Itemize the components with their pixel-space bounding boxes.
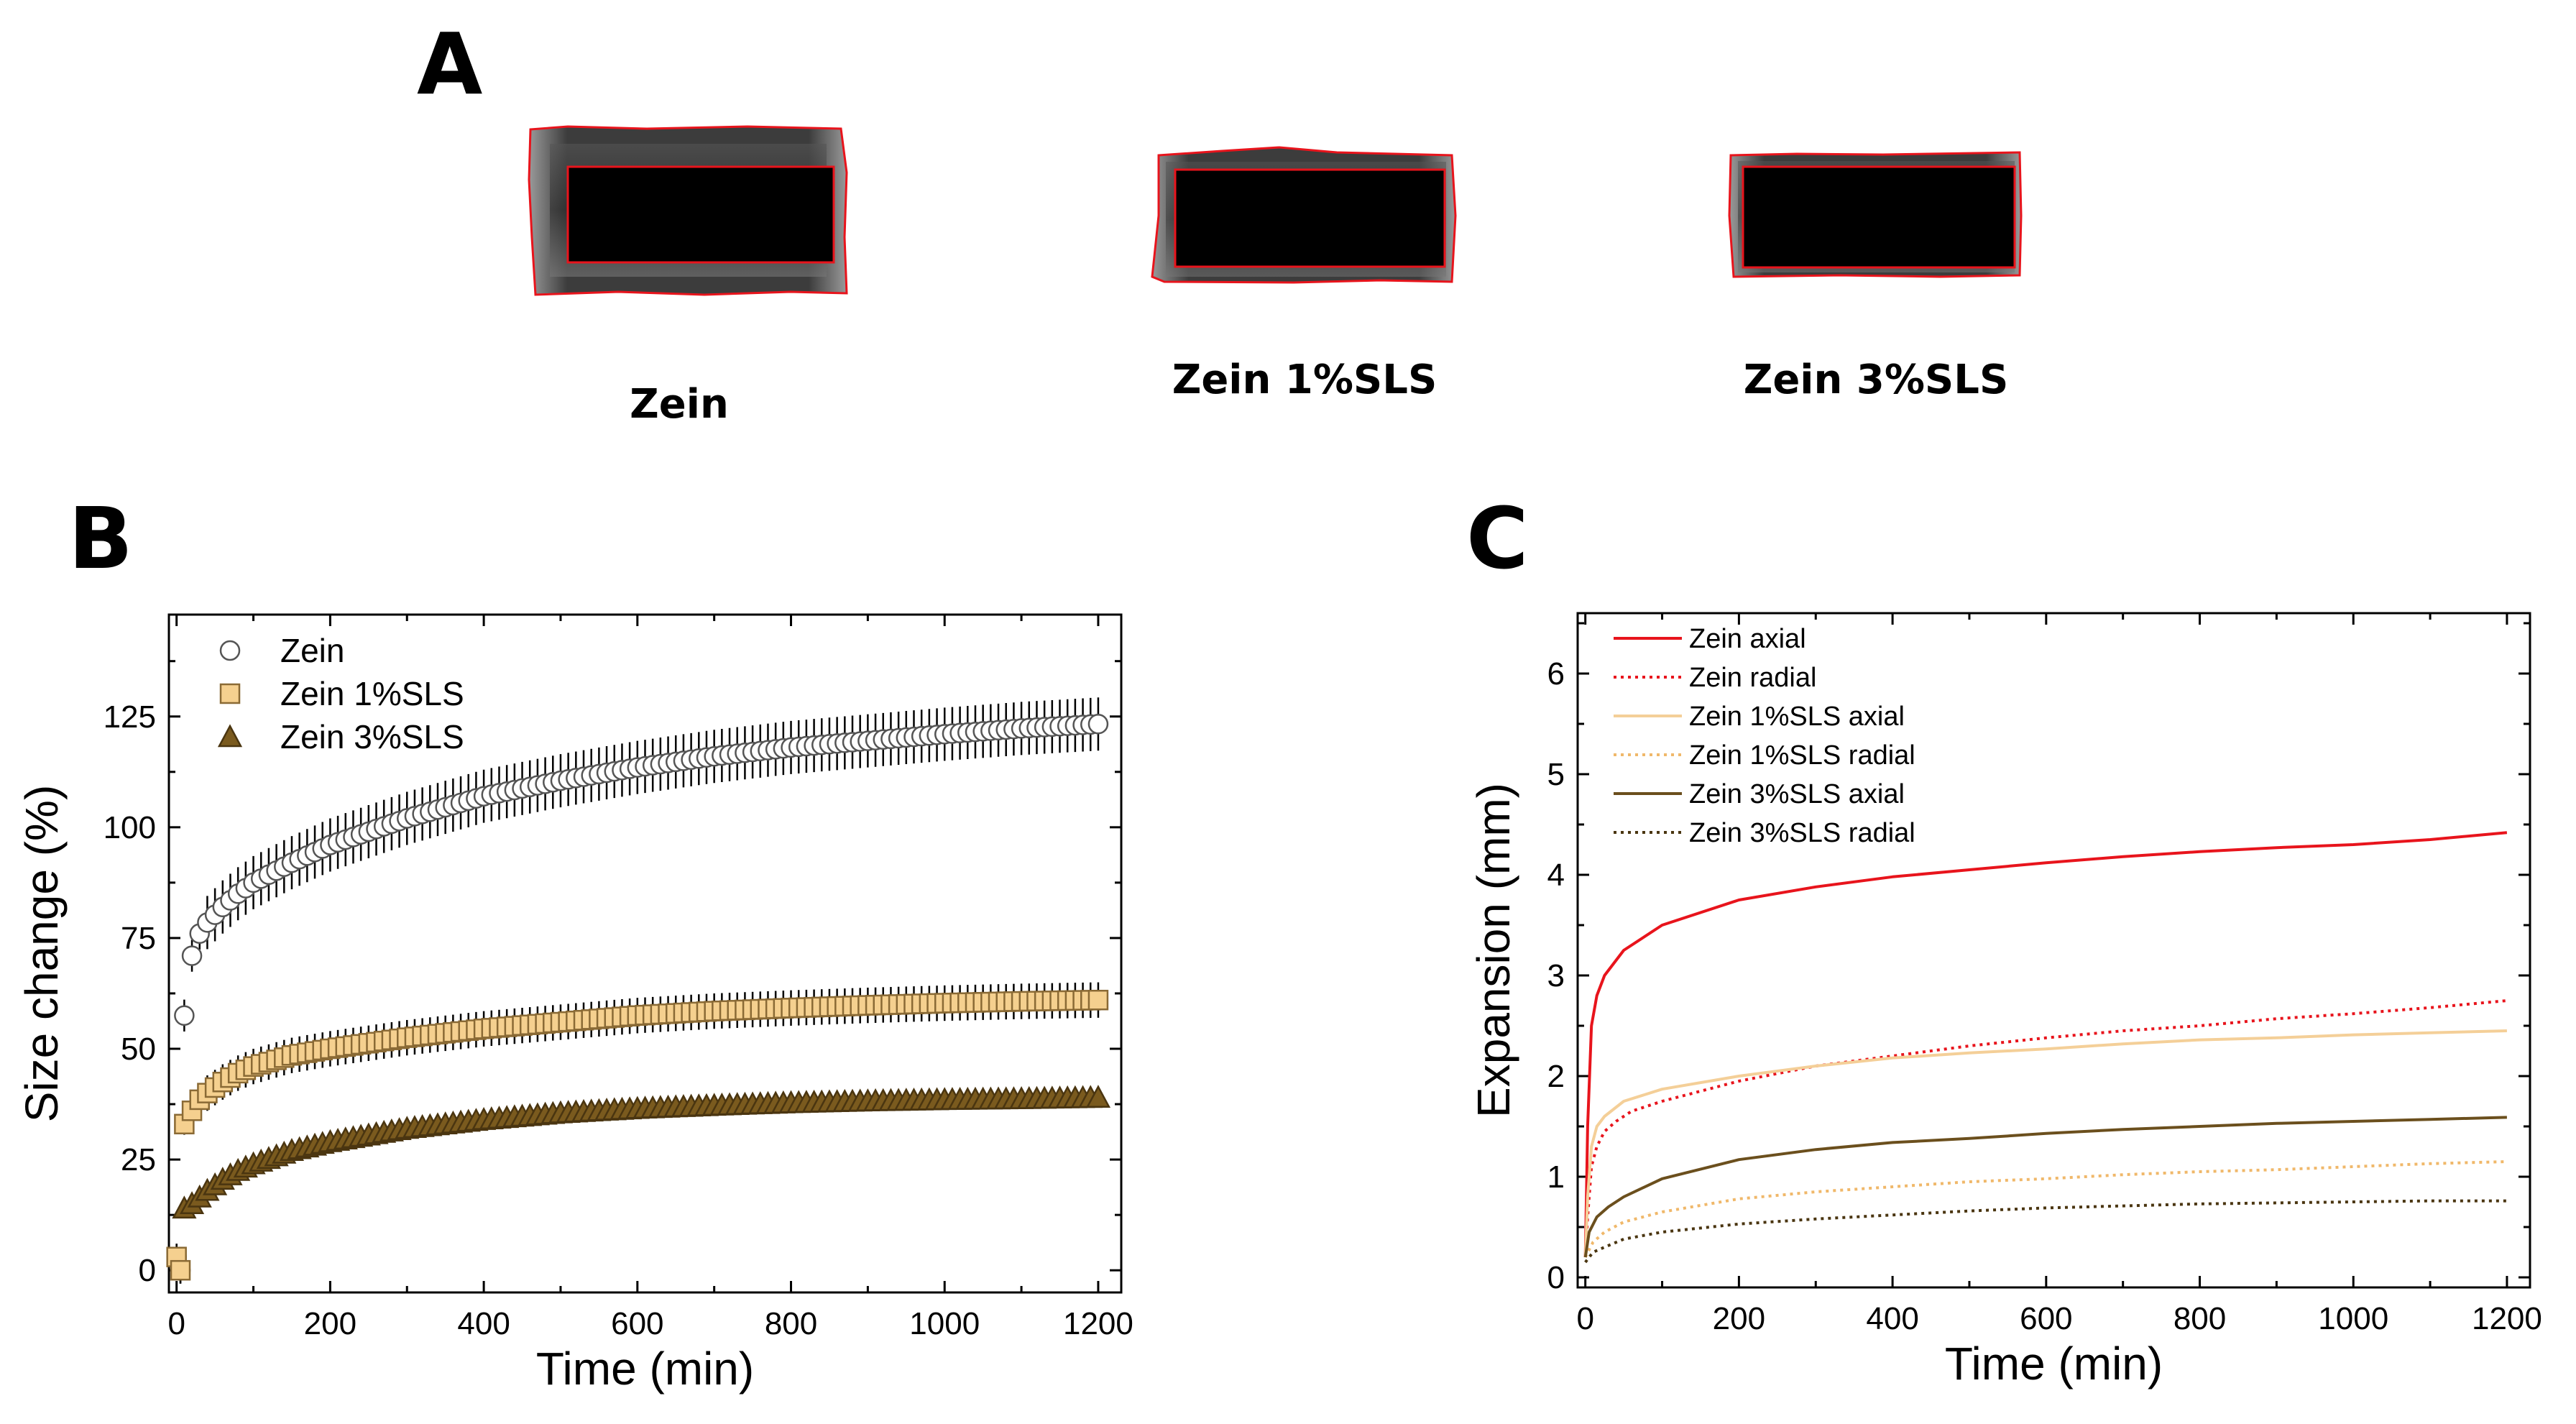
y-axis-label: Expansion (mm) [1468,783,1519,1118]
panel-label-c: C [1466,489,1529,588]
y-tick-label: 25 [121,1142,156,1177]
sample-label-zein: Zein [630,381,729,428]
chart-b-size-change: 0 200 400 600 800 1000 1200 0 25 50 75 100 125 Time (… [16,613,1133,1395]
y-axis-label: Size change (%) [16,785,68,1123]
legend-label: Zein 3%SLS [280,718,464,755]
legend-label: Zein 1%SLS [280,675,464,712]
x-tick-label: 1200 [2472,1301,2542,1336]
legend-label: Zein axial [1689,624,1806,654]
series-line-zein-axial [1583,831,2508,1258]
x-tick-label: 800 [2174,1301,2226,1336]
legend-b: Zein Zein 1%SLS Zein 3%SLS [217,632,464,755]
x-axis-label: Time (min) [536,1343,754,1395]
data-point [1085,1085,1111,1108]
x-tick-label: 400 [1866,1301,1918,1336]
y-tick-label: 0 [139,1253,156,1288]
chart-c-expansion: 0 200 400 600 800 1000 1200 0 1 2 3 4 5 6 Time (min) Ex… [1468,612,2542,1389]
legend-marker [217,724,243,748]
x-tick-label: 1200 [1063,1306,1133,1341]
legend-label: Zein 3%SLS radial [1689,818,1915,848]
sample-image-zein-1sls [1151,146,1457,284]
y-tick-label: 4 [1547,858,1565,893]
series-zein [166,697,1109,1284]
panel-a-sample-images [528,125,2023,296]
data-point [174,1005,195,1026]
sample-image-zein [528,125,848,296]
data-point [1087,989,1109,1011]
y-tick-label: 125 [104,699,156,735]
series-line-zein-1-sls-axial [1583,1029,2507,1258]
legend-label: Zein [280,632,344,669]
y-tick-label: 75 [121,921,156,956]
sample-label-zein-3sls: Zein 3%SLS [1743,357,2009,403]
x-tick-label: 1000 [909,1306,980,1341]
sample-image-zein-3sls [1728,151,2023,278]
x-tick-label: 400 [457,1306,510,1341]
legend-marker [219,683,241,704]
y-tick-label: 5 [1547,757,1565,792]
series-zein-1-sls [166,982,1109,1284]
series-line-zein-radial [1583,999,2508,1258]
x-tick-label: 1000 [2318,1301,2388,1336]
legend-label: Zein 1%SLS radial [1689,740,1915,771]
y-tick-label: 6 [1547,656,1565,692]
legend-marker [219,640,241,661]
x-tick-label: 600 [2020,1301,2072,1336]
data-point [181,945,203,966]
legend-label: Zein 1%SLS axial [1689,702,1905,732]
x-tick-label: 0 [1576,1301,1593,1336]
x-tick-label: 600 [611,1306,663,1341]
x-tick-label: 800 [765,1306,817,1341]
y-tick-label: 3 [1547,958,1565,993]
x-tick-label: 200 [1713,1301,1765,1336]
legend-label: Zein 3%SLS axial [1689,779,1905,809]
data-point [1087,713,1109,735]
legend-label: Zein radial [1689,663,1816,693]
series-line-zein-3-sls-axial [1583,1116,2507,1258]
series-zein-3-sls [172,1085,1111,1219]
data-point [170,1259,191,1281]
x-tick-label: 200 [304,1306,356,1341]
plot-frame [167,613,1123,1294]
y-tick-label: 50 [121,1032,156,1067]
panel-label-a: A [417,14,483,114]
plot-frame [1576,612,2531,1289]
y-tick-label: 2 [1547,1059,1565,1094]
series-line-zein-3-sls-radial [1584,1199,2507,1264]
x-axis-label: Time (min) [1945,1338,2163,1389]
panel-label-b: B [68,489,133,588]
series-line-zein-1-sls-radial [1583,1160,2507,1258]
legend-c: Zein axial Zein radial Zein 1%SLS axial Zei… [1614,624,1915,848]
y-tick-label: 0 [1547,1260,1565,1295]
sample-label-zein-1sls: Zein 1%SLS [1172,357,1438,403]
y-tick-label: 1 [1547,1159,1565,1195]
y-tick-label: 100 [104,810,156,845]
x-tick-label: 0 [167,1306,185,1341]
